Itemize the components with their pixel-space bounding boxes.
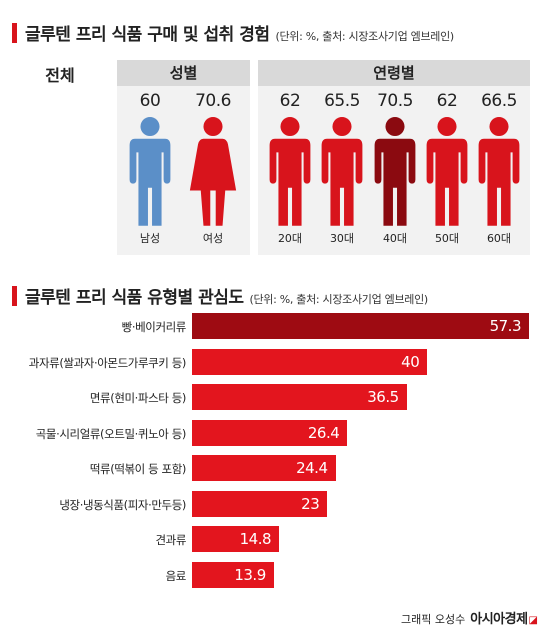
bar bbox=[192, 348, 428, 375]
bar-value-label: 13.9 bbox=[234, 565, 266, 584]
figure-value: 60 bbox=[139, 91, 161, 111]
bar-value-label: 57.3 bbox=[489, 317, 522, 335]
group-label-total: 전체 bbox=[45, 66, 75, 85]
figure-value: 70.5 bbox=[377, 91, 413, 111]
figure-category-label: 50대 bbox=[434, 231, 460, 245]
figure-value: 62 bbox=[279, 91, 301, 111]
bar-value-label: 14.8 bbox=[239, 530, 272, 548]
bar-value-label: 36.5 bbox=[367, 388, 399, 406]
figure-male bbox=[129, 117, 171, 226]
section1-title-row: 글루텐 프리 식품 구매 및 섭취 경험 (단위: %, 출처: 시장조사기업 … bbox=[12, 20, 454, 45]
bar bbox=[192, 561, 274, 588]
figure-female bbox=[189, 117, 237, 226]
credit-author: 그래픽 오성수 bbox=[401, 613, 466, 626]
title-accent-bar bbox=[12, 22, 17, 43]
bar-category-label: 견과류 bbox=[155, 533, 186, 547]
section2-title-row: 글루텐 프리 식품 유형별 관심도 (단위: %, 출처: 시장조사기업 엠브레… bbox=[12, 283, 428, 308]
figure-value: 62 bbox=[436, 91, 458, 111]
figure-value: 66.5 bbox=[481, 91, 517, 111]
figure-value: 65.3 bbox=[42, 162, 78, 183]
figure-age-50대 bbox=[426, 117, 468, 226]
section1-subtitle: (단위: %, 출처: 시장조사기업 엠브레인) bbox=[275, 30, 454, 43]
group-label-gender: 성별 bbox=[117, 60, 250, 86]
bar bbox=[192, 419, 348, 446]
figure-value: 70.6 bbox=[195, 91, 231, 111]
bar bbox=[192, 313, 529, 339]
figure-value: 65.5 bbox=[324, 91, 360, 111]
bar-category-label: 곡물·시리얼류(오트밀·퀴노아 등) bbox=[35, 426, 187, 441]
bar-category-label: 음료 bbox=[165, 568, 187, 583]
bar-value-label: 26.4 bbox=[307, 423, 340, 442]
bar-category-label: 냉장·냉동식품(피자·만두등) bbox=[59, 497, 186, 512]
bar bbox=[192, 455, 336, 481]
figure-category-label: 여성 bbox=[202, 231, 224, 245]
bar-category-label: 과자류(쌀과자·아몬드가루쿠키 등) bbox=[28, 355, 187, 370]
figure-age-30대 bbox=[321, 117, 363, 226]
figure-age-20대 bbox=[269, 117, 311, 226]
figure-age-60대 bbox=[478, 117, 520, 226]
figure-category-label: 60대 bbox=[486, 231, 512, 245]
figure-category-label: 남성 bbox=[139, 231, 161, 245]
section2-subtitle: (단위: %, 출처: 시장조사기업 엠브레인) bbox=[249, 293, 429, 306]
brand-mark-icon: ◪ bbox=[528, 615, 538, 626]
brand-name: 아시아경제 bbox=[470, 612, 528, 627]
figure-category-label: 40대 bbox=[382, 231, 408, 245]
bar-value-label: 40 bbox=[401, 352, 420, 371]
bar-category-label: 빵·베이커리류 bbox=[121, 320, 187, 334]
bar bbox=[192, 526, 280, 552]
section1-title: 글루텐 프리 식품 구매 및 섭취 경험 bbox=[25, 25, 270, 45]
bar bbox=[192, 490, 328, 517]
figure-age-40대 bbox=[374, 117, 416, 226]
bar-category-label: 떡류(떡볶이 등 포함) bbox=[89, 462, 187, 476]
figure-category-label: 20대 bbox=[277, 231, 303, 245]
bar-value-label: 23 bbox=[301, 494, 320, 513]
figure-category-label: 30대 bbox=[329, 231, 355, 245]
section2-title: 글루텐 프리 식품 유형별 관심도 bbox=[25, 288, 244, 308]
credit: 그래픽 오성수 아시아경제 ◪ bbox=[401, 608, 538, 627]
bar bbox=[192, 384, 407, 410]
title-accent-bar bbox=[12, 285, 17, 306]
group-label-age: 연령별 bbox=[258, 60, 530, 86]
bar-category-label: 면류(현미·파스타 등) bbox=[89, 391, 187, 405]
bar-value-label: 24.4 bbox=[296, 459, 328, 477]
people-figures-chart bbox=[28, 92, 520, 260]
